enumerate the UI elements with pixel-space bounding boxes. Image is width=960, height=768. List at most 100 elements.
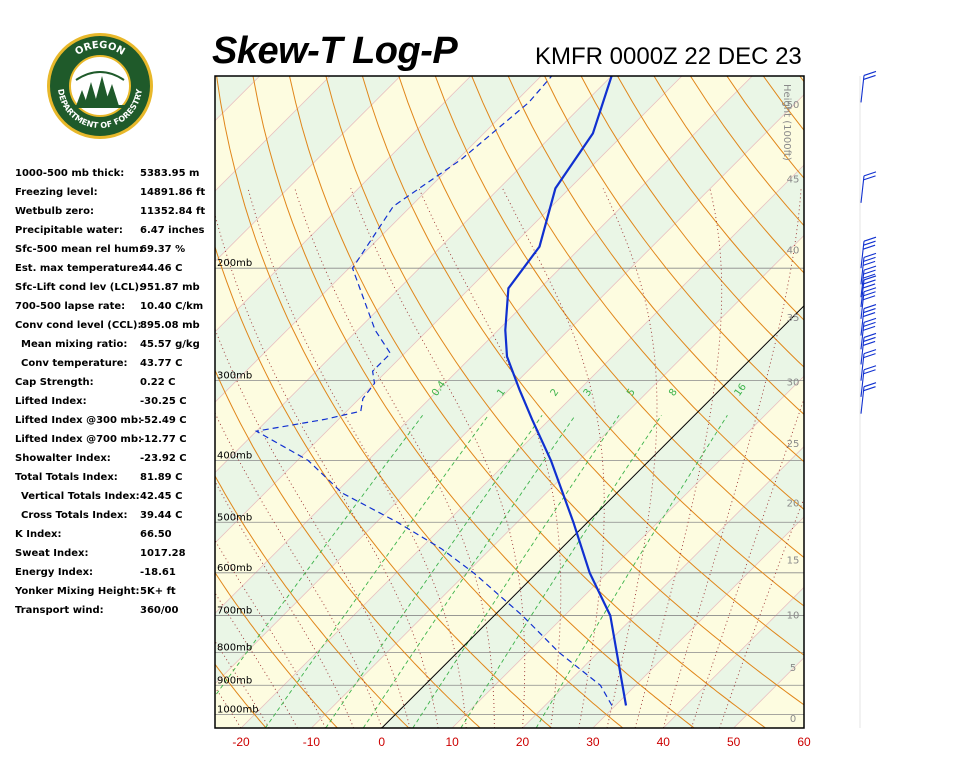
isobar-label: 800mb (217, 643, 252, 654)
isotherm-line (451, 375, 804, 728)
isobar-label: 700mb (217, 606, 252, 617)
wind-barb-flag (863, 269, 876, 275)
height-tick-label: 45 (787, 175, 800, 186)
x-tick-label: 60 (797, 735, 811, 749)
wind-barb-shaft (860, 270, 865, 298)
diagram-labels: 1000mb 900mb 800mb 700mb 600mb 500mb 400mb 300m… (217, 84, 799, 725)
index-label: Sweat Index: (15, 548, 89, 559)
mixing-ratio-label: 3 (582, 387, 595, 399)
dry-adiabat (617, 76, 804, 321)
x-tick-label: 20 (516, 735, 530, 749)
dry-adiabat (946, 76, 960, 728)
x-tick-label: 30 (586, 735, 600, 749)
isotherm-line (592, 516, 804, 728)
index-value: 81.89 C (140, 472, 183, 483)
wind-barb-flag (863, 287, 877, 293)
index-value: 5K+ ft (140, 586, 176, 597)
wind-barb-flag (863, 365, 877, 371)
moist-adiabat (247, 188, 467, 728)
logo-trees (74, 76, 126, 108)
index-row: Cross Totals Index: 39.44 C (15, 510, 215, 529)
index-row: Total Totals Index: 81.89 C (15, 472, 215, 491)
x-tick-label: -10 (303, 735, 321, 749)
wind-barb-flag (863, 275, 877, 281)
moist-adiabat (602, 188, 658, 728)
index-value: 11352.84 ft (140, 206, 206, 217)
dry-adiabat (799, 76, 804, 83)
index-value: 66.50 (140, 529, 172, 540)
wind-barb-flag (863, 382, 877, 388)
isotherm-line (522, 445, 804, 728)
index-label: Conv cond level (CCL): (15, 320, 142, 331)
moist-adiabat (294, 188, 495, 728)
index-value: 45.57 g/kg (140, 339, 200, 350)
zero-isotherm-line (381, 305, 804, 728)
index-label: 1000-500 mb thick: (15, 168, 125, 179)
wind-barb-flag (862, 340, 876, 346)
dry-adiabat (361, 76, 804, 656)
isobar-label: 400mb (217, 450, 252, 461)
height-axis-title: Height (1000ft) (781, 84, 792, 161)
wind-barb-flag (862, 283, 876, 289)
dry-adiabat (507, 76, 804, 463)
index-value: 0.22 C (140, 377, 176, 388)
height-tick-label: 20 (787, 499, 800, 510)
index-row: Precipitable water: 6.47 inches (15, 225, 215, 244)
index-value: -12.77 C (140, 434, 187, 445)
index-value: 360/00 (140, 605, 179, 616)
index-row: Mean mixing ratio: 45.57 g/kg (15, 339, 215, 358)
index-value: 951.87 mb (140, 282, 200, 293)
isobar-label: 600mb (217, 563, 252, 574)
index-row: Cap Strength: 0.22 C (15, 377, 215, 396)
moist-adiabat (350, 188, 526, 728)
wind-barb-flag (863, 332, 877, 338)
mixing-ratio-label: 8 (667, 387, 680, 399)
index-value: 42.45 C (140, 491, 183, 502)
wind-barb-flag (862, 244, 876, 250)
isotherm-line (381, 305, 804, 728)
height-tick-label: 5 (790, 663, 796, 674)
station-time-label: KMFR 0000Z 22 DEC 23 (535, 43, 802, 70)
wind-barb-shaft (860, 308, 865, 336)
page-title: Skew-T Log-P (212, 30, 458, 72)
height-tick-label: 10 (787, 610, 800, 621)
index-value: -30.25 C (140, 396, 187, 407)
index-row: Sfc-Lift cond lev (LCL): 951.87 mb (15, 282, 215, 301)
index-label: Yonker Mixing Height: (15, 586, 140, 597)
index-row: Lifted Index @700 mb: -12.77 C (15, 434, 215, 453)
index-row: Lifted Index @300 mb: -52.49 C (15, 415, 215, 434)
wind-barb-shaft (860, 353, 865, 381)
index-row: Yonker Mixing Height: 5K+ ft (15, 586, 215, 605)
wind-barb-flag (863, 70, 877, 76)
index-row: Sfc-500 mean rel hum: 69.37 % (15, 244, 215, 263)
plot-frame (214, 75, 805, 729)
wind-barb-flag (863, 353, 876, 359)
index-label: Lifted Index @700 mb: (15, 434, 142, 445)
index-value: 1017.28 (140, 548, 186, 559)
index-value: 14891.86 ft (140, 187, 206, 198)
dry-adiabat (289, 76, 766, 728)
wind-barb-shaft (860, 241, 865, 269)
index-label: K Index: (15, 529, 62, 540)
mixing-ratio-line (215, 415, 423, 697)
wind-barb-flag (863, 336, 876, 342)
x-tick-label: 10 (445, 735, 459, 749)
wind-barb-flag (863, 279, 876, 285)
wind-barb-shaft (860, 175, 865, 203)
dry-adiabat (689, 76, 804, 227)
wind-barb-flag (863, 236, 877, 242)
index-label: Freezing level: (15, 187, 98, 198)
wind-barb-flag (863, 321, 876, 327)
isobar-label: 900mb (217, 675, 252, 686)
height-tick-label: 30 (787, 377, 800, 388)
index-value: 69.37 % (140, 244, 186, 255)
moist-adiabat (418, 188, 562, 728)
wind-barb-flag (862, 273, 876, 279)
dry-adiabat (836, 76, 960, 728)
moist-adiabat (502, 188, 605, 728)
x-tick-label: 40 (657, 735, 671, 749)
index-value: -18.61 (140, 567, 176, 578)
index-row: 1000-500 mb thick: 5383.95 m (15, 168, 215, 187)
wind-barb-flag (862, 260, 876, 266)
index-value: -23.92 C (140, 453, 187, 464)
